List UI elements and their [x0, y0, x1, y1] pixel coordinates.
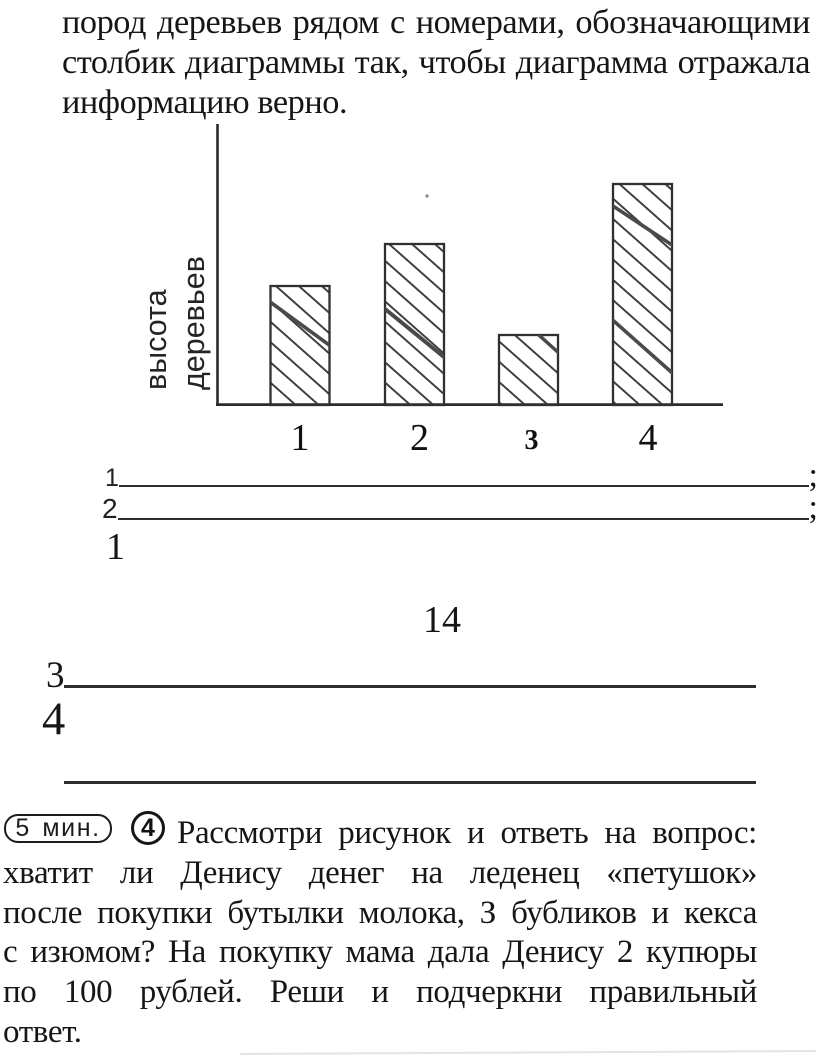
svg-text:1: 1	[291, 417, 310, 459]
svg-text:4: 4	[639, 417, 658, 459]
svg-text:3: 3	[525, 425, 539, 456]
svg-text:высота: высота	[139, 289, 173, 390]
svg-text:деревьев: деревьев	[177, 256, 211, 390]
svg-text:2: 2	[410, 417, 429, 459]
